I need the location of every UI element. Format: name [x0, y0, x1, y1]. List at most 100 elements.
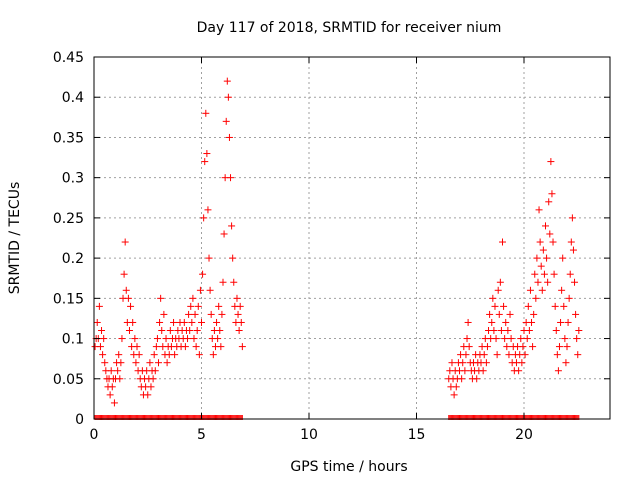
data-point	[572, 310, 580, 318]
data-point	[127, 302, 135, 310]
data-point	[101, 359, 109, 367]
data-point	[188, 318, 196, 326]
data-point	[563, 343, 571, 351]
data-point	[537, 262, 545, 270]
x-tick-label: 20	[515, 427, 533, 443]
data-point	[517, 335, 525, 343]
data-point	[567, 238, 575, 246]
data-point	[158, 327, 166, 335]
data-point	[505, 351, 513, 359]
data-point	[100, 335, 108, 343]
data-point	[491, 302, 499, 310]
y-tick-label: 0.45	[53, 50, 84, 66]
data-point	[160, 310, 168, 318]
data-point	[166, 327, 174, 335]
data-point	[548, 190, 556, 198]
y-tick-label: 0	[75, 412, 84, 428]
data-point	[502, 318, 510, 326]
y-tick-label: 0.1	[62, 332, 84, 348]
data-point	[523, 335, 531, 343]
data-point	[569, 246, 577, 254]
data-point	[546, 230, 554, 238]
data-point	[132, 359, 140, 367]
ticks-layer: 0 5 10 15 20 0 0.05 0.1 0.15 0.2 0.25 0.3 0.35 0.4 0.4…	[53, 50, 610, 443]
data-point	[120, 270, 128, 278]
data-point	[114, 367, 122, 375]
data-point	[122, 286, 130, 294]
data-point	[215, 302, 223, 310]
data-point	[234, 310, 242, 318]
data-point	[156, 318, 164, 326]
data-point	[106, 391, 114, 399]
data-point	[465, 343, 473, 351]
y-tick-label: 0.2	[62, 251, 84, 267]
data-point	[492, 335, 500, 343]
data-point	[200, 214, 208, 222]
data-point	[193, 327, 201, 335]
data-point	[96, 343, 104, 351]
data-point	[566, 270, 574, 278]
data-point	[490, 327, 498, 335]
data-point	[545, 198, 553, 206]
data-point	[170, 318, 178, 326]
data-point	[201, 158, 209, 166]
data-point	[203, 150, 211, 158]
data-point	[135, 351, 143, 359]
data-point	[155, 359, 162, 367]
data-point	[150, 351, 158, 359]
data-point	[488, 318, 496, 326]
data-point	[180, 318, 188, 326]
data-point	[560, 302, 568, 310]
data-point	[237, 318, 245, 326]
data-point	[144, 391, 152, 399]
data-point	[117, 359, 125, 367]
y-tick-label: 0.4	[62, 90, 84, 106]
data-point	[504, 327, 512, 335]
data-point	[552, 327, 560, 335]
data-point	[464, 318, 472, 326]
data-point	[544, 278, 552, 286]
data-point	[496, 278, 504, 286]
data-point	[189, 294, 197, 302]
data-point	[538, 286, 546, 294]
y-tick-label: 0.3	[62, 171, 84, 187]
data-point	[571, 278, 579, 286]
data-point	[533, 254, 541, 262]
data-point	[110, 399, 118, 407]
x-tick-label: 15	[408, 427, 426, 443]
data-point	[551, 302, 559, 310]
data-point	[530, 310, 538, 318]
data-point	[482, 359, 490, 367]
data-point	[149, 375, 157, 383]
data-point	[205, 254, 213, 262]
y-tick-label: 0.05	[53, 372, 84, 388]
data-point	[557, 318, 565, 326]
data-point	[214, 335, 222, 343]
data-point	[554, 367, 562, 375]
data-point	[458, 375, 466, 383]
data-point	[483, 343, 491, 351]
data-point	[568, 214, 576, 222]
data-point	[534, 278, 542, 286]
data-point	[194, 302, 202, 310]
data-point	[192, 343, 200, 351]
plot-frame	[93, 56, 611, 420]
data-point	[217, 343, 225, 351]
data-point	[187, 302, 195, 310]
data-point	[574, 351, 582, 359]
data-point	[535, 206, 543, 214]
data-point	[562, 359, 570, 367]
data-point	[222, 117, 230, 125]
data-point	[543, 254, 551, 262]
data-point	[98, 327, 106, 335]
data-point	[116, 375, 124, 383]
data-point	[575, 327, 583, 335]
data-point	[229, 254, 237, 262]
y-tick-label: 0.25	[53, 211, 84, 227]
data-point	[518, 359, 526, 367]
y-tick-label: 0.35	[53, 130, 84, 146]
data-point	[553, 351, 561, 359]
data-point	[124, 294, 132, 302]
